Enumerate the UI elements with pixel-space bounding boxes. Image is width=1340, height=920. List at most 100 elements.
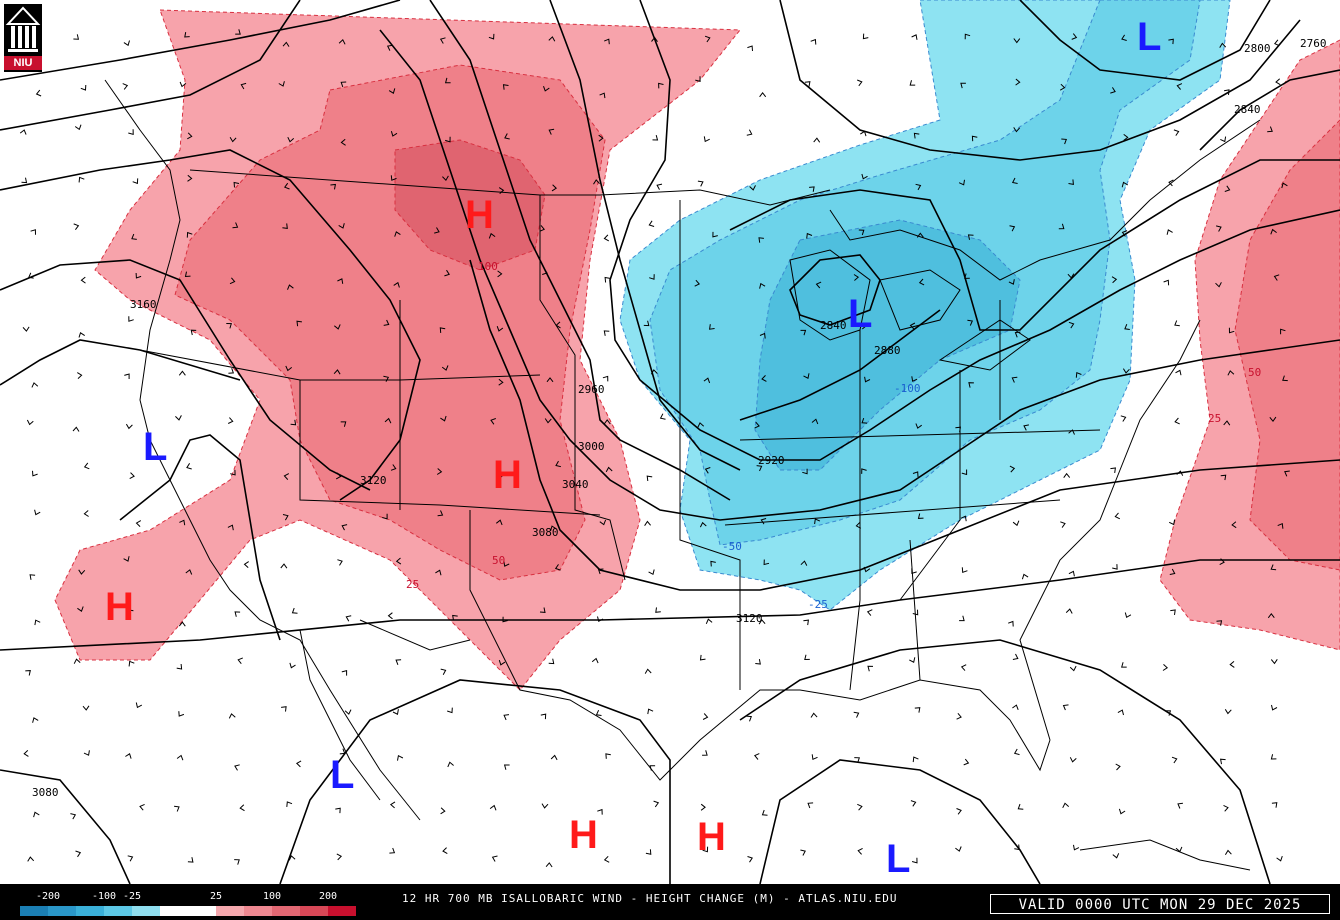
contour-label: 2920	[758, 454, 785, 467]
wind-vector	[1224, 185, 1231, 192]
wind-vector	[813, 137, 821, 143]
wind-vector	[390, 175, 397, 181]
wind-vector	[383, 319, 390, 326]
contour-label: 3040	[562, 478, 589, 491]
wind-vector	[955, 846, 962, 852]
wind-vector	[1270, 754, 1277, 760]
wind-vector	[866, 609, 873, 616]
wind-vector	[912, 471, 919, 477]
wind-vector	[498, 187, 505, 194]
legend-swatch	[300, 906, 328, 916]
wind-vector	[712, 231, 718, 238]
high-centers: H H H H H	[105, 193, 726, 859]
wind-vector	[863, 566, 871, 573]
wind-vector	[1069, 665, 1077, 672]
wind-vector	[1216, 620, 1223, 626]
wind-vector	[83, 510, 89, 517]
wind-vector	[602, 375, 609, 382]
wind-vector	[132, 178, 139, 185]
wind-vector	[383, 375, 390, 382]
wind-vector	[644, 520, 651, 526]
wind-vector	[286, 801, 293, 807]
wind-vector	[444, 269, 450, 277]
wind-vector	[800, 329, 807, 336]
low-centers: L L L L L	[143, 15, 1161, 881]
wind-vector	[810, 712, 818, 718]
wind-vector	[295, 760, 302, 768]
wind-vector	[1013, 748, 1020, 756]
legend-label: -200	[35, 891, 61, 902]
wind-vector	[503, 714, 510, 721]
wind-vector	[1231, 521, 1237, 529]
wind-vector	[1063, 472, 1071, 478]
wind-vector	[915, 423, 922, 429]
wind-vector	[1068, 429, 1075, 435]
wind-vector	[178, 370, 186, 376]
wind-vector	[1068, 321, 1075, 329]
wind-vector	[233, 181, 240, 188]
wind-vector	[1011, 376, 1018, 383]
wind-vector	[960, 515, 967, 522]
wind-vector	[237, 657, 243, 665]
wind-vector	[278, 81, 285, 87]
wind-vector	[73, 34, 80, 40]
wind-vector	[909, 657, 916, 663]
wind-vector	[593, 179, 600, 185]
wind-vector	[1270, 228, 1277, 235]
wind-vector	[444, 77, 451, 84]
wind-vector	[229, 277, 236, 285]
contour-label: 2880	[874, 344, 901, 357]
wind-vector	[282, 514, 289, 521]
wind-vector	[135, 702, 143, 709]
wind-vector	[1069, 757, 1077, 763]
wind-vector	[497, 270, 503, 278]
wind-vector	[1270, 659, 1278, 665]
wind-vector	[1008, 620, 1014, 627]
wind-vector	[555, 321, 561, 329]
wind-vector	[122, 83, 129, 90]
wind-vector	[1275, 78, 1281, 86]
map-frame: 100 50 25 50 25 -100 -50 -25 3160 3120 3…	[0, 0, 1340, 884]
wind-vector	[968, 382, 974, 388]
wind-vector	[1282, 375, 1288, 382]
wind-vector	[555, 460, 562, 468]
wind-vector	[858, 229, 865, 236]
wind-vector	[658, 82, 664, 89]
wind-vector	[186, 463, 192, 470]
wind-vector	[912, 609, 919, 616]
wind-vector	[810, 38, 817, 45]
wind-vector	[176, 663, 183, 670]
wind-vector	[542, 268, 548, 275]
wind-vector	[390, 464, 397, 471]
wind-vector	[604, 276, 611, 283]
wind-vector	[440, 668, 447, 675]
wind-vector	[554, 564, 561, 571]
wind-vector	[546, 377, 554, 383]
legend-swatch	[272, 906, 300, 916]
wind-vector	[27, 856, 35, 862]
wind-vector	[656, 183, 663, 190]
shade-label: 25	[406, 578, 419, 591]
wind-vector	[643, 320, 650, 327]
wind-vector	[490, 418, 496, 425]
wind-vector	[498, 378, 504, 386]
wind-vector	[595, 709, 602, 716]
wind-vector	[1068, 570, 1075, 577]
wind-vector	[287, 136, 295, 143]
wind-vector	[1124, 612, 1132, 619]
wind-vector	[280, 563, 288, 569]
wind-vector	[80, 276, 86, 284]
logo-text: NIU	[4, 56, 42, 70]
wind-vector	[1176, 83, 1183, 90]
wind-vector	[337, 278, 344, 284]
wind-vector	[1165, 710, 1172, 716]
wind-vector	[755, 659, 761, 665]
wind-vector	[1223, 804, 1229, 812]
legend-label: -100	[91, 891, 117, 902]
wind-vector	[1023, 424, 1029, 431]
wind-vector	[548, 128, 555, 135]
wind-vector	[1075, 371, 1082, 378]
wind-vector	[913, 132, 920, 139]
wind-vector	[1059, 83, 1066, 91]
wind-vector	[187, 132, 193, 140]
